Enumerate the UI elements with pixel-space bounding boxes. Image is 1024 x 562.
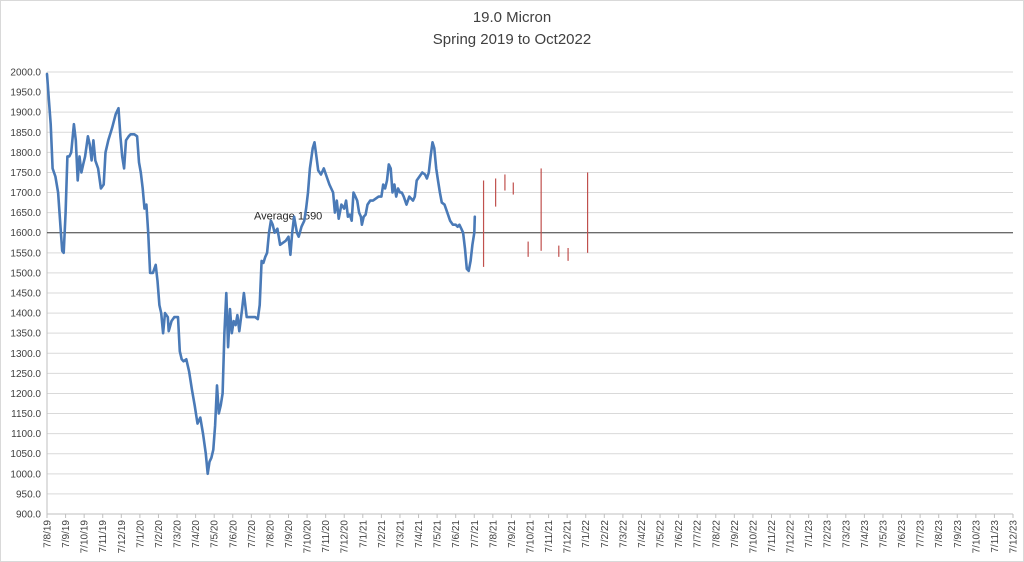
x-tick-label: 7/11/19 — [98, 520, 109, 553]
x-tick-label: 7/3/22 — [618, 520, 629, 548]
x-tick-label: 7/9/21 — [507, 520, 518, 548]
y-tick-label: 1600.0 — [10, 228, 41, 239]
x-tick-label: 7/7/21 — [470, 520, 481, 548]
x-tick-label: 7/8/21 — [488, 520, 499, 548]
x-tick-label: 7/1/20 — [135, 520, 146, 548]
x-tick-label: 7/5/23 — [878, 520, 889, 548]
x-tick-label: 7/1/21 — [358, 520, 369, 548]
y-tick-label: 2000.0 — [10, 68, 41, 79]
y-tick-label: 1350.0 — [10, 329, 41, 340]
y-tick-label: 1950.0 — [10, 88, 41, 99]
series-line — [45, 72, 477, 476]
x-tick-label: 7/8/20 — [265, 520, 276, 548]
x-tick-label: 7/12/23 — [1009, 520, 1020, 554]
x-tick-label: 7/10/23 — [971, 520, 982, 554]
x-tick-label: 7/2/20 — [154, 520, 165, 548]
y-tick-label: 1450.0 — [10, 289, 41, 300]
y-tick-label: 1050.0 — [10, 449, 41, 460]
y-tick-label: 1800.0 — [10, 148, 41, 159]
y-axis-tick-labels: 900.0 950.0 1000.0 1050.0 1100.0 1150.0 1200.0… — [10, 68, 41, 521]
x-tick-label: 7/11/22 — [767, 520, 778, 553]
y-tick-label: 1500.0 — [10, 268, 41, 279]
x-tick-label: 7/12/19 — [117, 520, 128, 554]
x-tick-label: 7/1/23 — [804, 520, 815, 548]
y-tick-label: 950.0 — [16, 489, 41, 500]
x-tick-label: 7/2/21 — [377, 520, 388, 548]
x-tick-label: 7/10/22 — [748, 520, 759, 554]
y-tick-label: 1300.0 — [10, 349, 41, 360]
x-tick-label: 7/1/22 — [581, 520, 592, 548]
x-tick-label: 7/12/21 — [563, 520, 574, 554]
x-tick-label: 7/7/20 — [247, 520, 258, 548]
x-tick-label: 7/4/20 — [191, 520, 202, 548]
x-tick-label: 7/6/20 — [228, 520, 239, 548]
x-tick-label: 7/11/21 — [544, 520, 555, 553]
y-tick-label: 1700.0 — [10, 188, 41, 199]
x-tick-label: 7/8/23 — [934, 520, 945, 548]
gridlines — [47, 71, 1013, 515]
y-tick-label: 1900.0 — [10, 108, 41, 119]
average-reference-line: Average 1590 — [47, 211, 1013, 234]
x-tick-label: 7/11/23 — [990, 520, 1001, 553]
y-tick-label: 1000.0 — [10, 469, 41, 480]
chart-title: 19.0 Micron — [472, 9, 552, 26]
y-tick-label: 1150.0 — [11, 409, 41, 420]
y-tick-label: 1250.0 — [10, 369, 41, 380]
x-tick-label: 7/9/20 — [284, 520, 295, 548]
x-tick-label: 7/12/20 — [340, 520, 351, 554]
x-tick-label: 7/7/23 — [916, 520, 927, 548]
x-tick-label: 7/10/19 — [80, 520, 91, 554]
y-tick-label: 1750.0 — [10, 168, 41, 179]
y-tick-label: 1100.0 — [11, 429, 41, 440]
x-tick-label: 7/6/22 — [674, 520, 685, 548]
x-tick-label: 7/4/23 — [860, 520, 871, 548]
y-tick-label: 1850.0 — [10, 128, 41, 139]
average-label: Average 1590 — [254, 211, 322, 223]
y-tick-label: 900.0 — [16, 510, 41, 521]
x-tick-label: 7/5/20 — [210, 520, 221, 548]
x-tick-label: 7/12/22 — [786, 520, 797, 554]
axes — [46, 72, 1013, 515]
x-tick-label: 7/6/21 — [451, 520, 462, 548]
x-tick-label: 7/2/22 — [600, 520, 611, 548]
y-tick-label: 1200.0 — [10, 389, 41, 400]
x-tick-label: 7/5/22 — [656, 520, 667, 548]
x-tick-label: 7/11/20 — [321, 520, 332, 553]
x-tick-label: 7/9/22 — [730, 520, 741, 548]
x-tick-label: 7/8/22 — [711, 520, 722, 548]
x-tick-label: 7/7/22 — [693, 520, 704, 548]
price-series — [45, 72, 477, 476]
x-tick-label: 7/2/23 — [823, 520, 834, 548]
x-tick-label: 7/3/20 — [173, 520, 184, 548]
x-tick-label: 7/6/23 — [897, 520, 908, 548]
x-tick-label: 7/9/19 — [61, 520, 72, 548]
x-tick-label: 7/4/22 — [637, 520, 648, 548]
x-tick-label: 7/4/21 — [414, 520, 425, 548]
chart-subtitle: Spring 2019 to Oct2022 — [432, 31, 592, 48]
x-tick-label: 7/5/21 — [433, 520, 444, 548]
y-tick-label: 1400.0 — [10, 309, 41, 320]
x-tick-label: 7/3/21 — [395, 520, 406, 548]
x-tick-label: 7/10/21 — [526, 520, 537, 554]
y-tick-label: 1650.0 — [10, 208, 41, 219]
x-tick-label: 7/3/23 — [841, 520, 852, 548]
x-tick-label: 7/8/19 — [43, 520, 54, 548]
y-tick-label: 1550.0 — [10, 248, 41, 259]
x-tick-label: 7/9/23 — [953, 520, 964, 548]
range-bars — [482, 168, 589, 267]
x-axis-tick-labels: 7/8/19 7/9/19 7/10/19 7/11/19 7/12/19 7/1/20 7… — [43, 514, 1020, 553]
x-tick-label: 7/10/20 — [303, 520, 314, 554]
